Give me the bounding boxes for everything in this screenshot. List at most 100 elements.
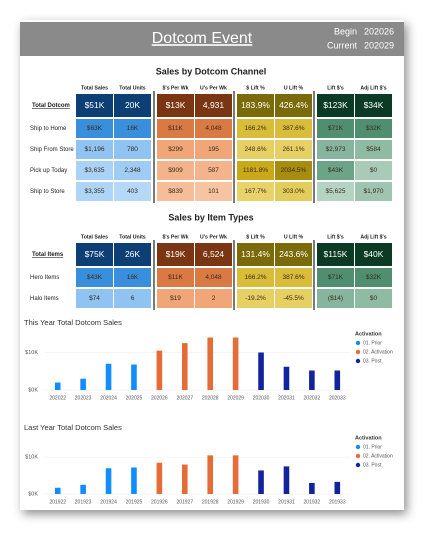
cell-value: -45.5% <box>283 295 304 302</box>
bar <box>181 343 188 390</box>
legend-label: 03. Post <box>363 462 382 468</box>
cell-value: 2 <box>212 295 216 302</box>
table-cell <box>114 140 151 159</box>
cell-value: $63K <box>87 125 103 132</box>
row-label: Halo Items <box>30 296 59 302</box>
cell-value: $74 <box>89 295 100 302</box>
cell-value: 261.1% <box>282 146 304 153</box>
column-header: $ Lift % <box>246 85 265 91</box>
table-title: Sales by Dotcom Channel <box>156 66 267 76</box>
table-cell <box>195 161 232 180</box>
x-tick-label: 201925 <box>126 499 143 505</box>
cell-value: $13K <box>166 100 186 110</box>
x-tick-label: 201927 <box>176 499 193 505</box>
cell-value: 4,048 <box>205 274 222 281</box>
bar <box>283 366 290 390</box>
table-cell <box>275 161 312 180</box>
x-tick-label: 202026 <box>151 395 168 401</box>
cell-value: 4,931 <box>203 100 225 110</box>
cell-value: 303.0% <box>282 188 304 195</box>
bar <box>309 370 315 390</box>
x-tick-label: 201929 <box>227 499 244 505</box>
bar <box>258 470 264 494</box>
cell-value: $1,196 <box>85 146 105 153</box>
legend-label: 02. Activation <box>363 349 393 355</box>
cell-value: $1,970 <box>364 188 384 195</box>
table-cell <box>275 289 312 308</box>
table-cell <box>157 119 194 138</box>
cell-value: $2,973 <box>326 146 346 153</box>
table-cell <box>157 243 194 266</box>
cell-value: 2034.5% <box>281 167 307 174</box>
table-cell <box>355 94 392 117</box>
cell-value: $43K <box>87 274 103 281</box>
table-cell <box>355 243 392 266</box>
current-label: Current <box>327 40 358 50</box>
table-cell <box>76 94 113 117</box>
table-cell <box>76 289 113 308</box>
cell-value: 426.4% <box>279 100 308 110</box>
x-tick-label: 201928 <box>202 499 219 505</box>
bar <box>283 466 290 494</box>
legend-label: 02. Activation <box>363 453 393 459</box>
bar <box>131 364 137 390</box>
table-cell <box>317 289 354 308</box>
cell-value: 587 <box>208 167 219 174</box>
table-cell <box>76 119 113 138</box>
cell-value: 403 <box>127 188 138 195</box>
cell-value: $0 <box>370 295 378 302</box>
current-value: 202029 <box>364 40 394 50</box>
table-cell <box>114 94 151 117</box>
table-cell <box>157 140 194 159</box>
table-cell <box>195 289 232 308</box>
bar <box>334 481 341 494</box>
x-tick-label: 202024 <box>100 395 117 401</box>
column-header: $ Lift % <box>246 234 265 240</box>
table-cell <box>317 268 354 287</box>
cell-value: 2,348 <box>124 167 141 174</box>
table-cell <box>355 182 392 201</box>
table-cell <box>275 182 312 201</box>
table-cell <box>355 140 392 159</box>
cell-value: 131.4% <box>241 249 270 259</box>
table-cell <box>317 94 354 117</box>
cell-value: 16K <box>127 274 139 281</box>
column-header: Total Units <box>119 234 146 240</box>
table-cell <box>157 94 194 117</box>
x-tick-label: 201933 <box>329 499 346 505</box>
x-tick-label: 202025 <box>126 395 143 401</box>
table-cell <box>195 182 232 201</box>
column-header: Adj Lift $'s <box>360 234 386 240</box>
header-title: Dotcom Event <box>152 30 253 47</box>
x-tick-label: 202027 <box>176 395 193 401</box>
x-tick-label: 201923 <box>75 499 92 505</box>
table-cell <box>195 119 232 138</box>
table-cell <box>275 140 312 159</box>
x-tick-label: 202029 <box>227 395 244 401</box>
table-cell <box>237 268 274 287</box>
x-tick-label: 202023 <box>75 395 92 401</box>
cell-value: 243.6% <box>279 249 308 259</box>
cell-value: $32K <box>366 274 382 281</box>
cell-value: $3,355 <box>85 188 105 195</box>
table-cell <box>76 140 113 159</box>
bar <box>54 487 61 494</box>
cell-value: 20K <box>125 100 140 110</box>
x-tick-label: 201926 <box>151 499 168 505</box>
legend-label: 01. Prior <box>363 444 382 450</box>
table-cell <box>114 182 151 201</box>
cell-value: $115K <box>324 249 348 259</box>
x-tick-label: 202031 <box>278 395 295 401</box>
legend-marker <box>355 462 361 468</box>
legend-marker <box>355 358 361 364</box>
table-cell <box>237 182 274 201</box>
table-cell <box>237 289 274 308</box>
table-cell <box>114 119 151 138</box>
total-row-label: Total Items <box>32 252 64 258</box>
table-cell <box>76 268 113 287</box>
bar <box>258 352 264 390</box>
bar <box>309 482 315 494</box>
table-cell <box>114 243 151 266</box>
x-tick-label: 202032 <box>304 395 321 401</box>
